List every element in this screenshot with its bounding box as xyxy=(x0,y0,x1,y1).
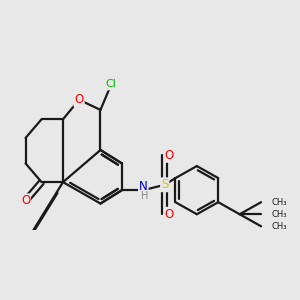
Text: Cl: Cl xyxy=(106,80,117,89)
Text: CH₃: CH₃ xyxy=(272,210,287,219)
Text: O: O xyxy=(165,208,174,221)
Text: O: O xyxy=(74,93,84,106)
Text: CH₃: CH₃ xyxy=(272,198,287,207)
Text: O: O xyxy=(21,194,30,207)
Text: O: O xyxy=(165,149,174,162)
Text: S: S xyxy=(161,178,168,191)
Text: CH₃: CH₃ xyxy=(272,222,287,231)
Text: H: H xyxy=(141,190,148,200)
Text: N: N xyxy=(139,180,148,193)
